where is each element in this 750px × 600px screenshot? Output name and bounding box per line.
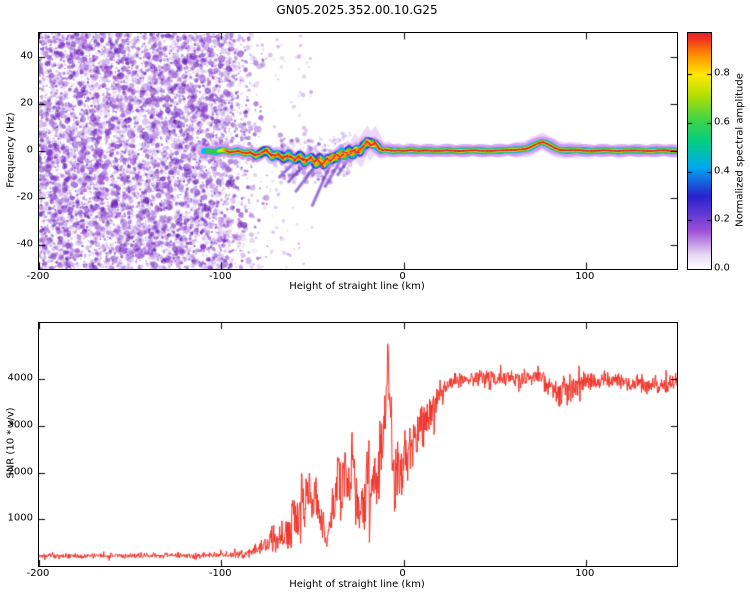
spectrogram-x-tick-label: -100 <box>208 271 232 282</box>
spectrogram-canvas <box>39 33 677 269</box>
spectrogram-x-tick-label: 100 <box>575 271 595 282</box>
colorbar <box>687 32 712 270</box>
spectrogram-xlabel: Height of straight line (km) <box>289 281 425 292</box>
colorbar-tick-label: 0.6 <box>714 116 730 128</box>
snr-x-tick-label: -200 <box>26 568 50 579</box>
snr-y-tick-label: 3000 <box>7 419 33 431</box>
snr-x-tick-label: 100 <box>575 568 595 579</box>
chart-title: GN05.2025.352.00.10.G25 <box>276 3 438 17</box>
spectrogram-x-tick-label: 0 <box>399 271 406 282</box>
snr-xlabel: Height of straight line (km) <box>289 579 425 590</box>
spectrogram-y-tick-label: -20 <box>16 191 33 203</box>
colorbar-tick-label: 0.0 <box>714 262 730 274</box>
snr-y-tick-label: 2000 <box>7 466 33 478</box>
colorbar-label: Normalized spectral amplitude <box>734 73 746 227</box>
spectrogram-x-tick-label: -200 <box>26 271 50 282</box>
colorbar-canvas <box>688 33 711 269</box>
snr-x-tick-label: 0 <box>399 568 406 579</box>
colorbar-tick-label: 0.8 <box>714 67 730 79</box>
snr-x-tick-label: -100 <box>208 568 232 579</box>
snr-canvas <box>39 323 677 566</box>
spectrogram-y-tick-label: 20 <box>20 97 33 109</box>
spectrogram-y-tick-label: 40 <box>20 50 33 62</box>
spectrogram-y-tick-label: -40 <box>16 238 33 250</box>
snr-y-tick-label: 4000 <box>7 372 33 384</box>
spectrogram-plot <box>38 32 678 270</box>
colorbar-tick-label: 0.4 <box>714 165 730 177</box>
snr-plot <box>38 322 678 567</box>
colorbar-tick-label: 0.2 <box>714 213 730 225</box>
snr-y-tick-label: 1000 <box>7 512 33 524</box>
spectrogram-y-tick-label: 0 <box>26 144 33 156</box>
spectrogram-ylabel: Frequency (Hz) <box>5 112 17 188</box>
